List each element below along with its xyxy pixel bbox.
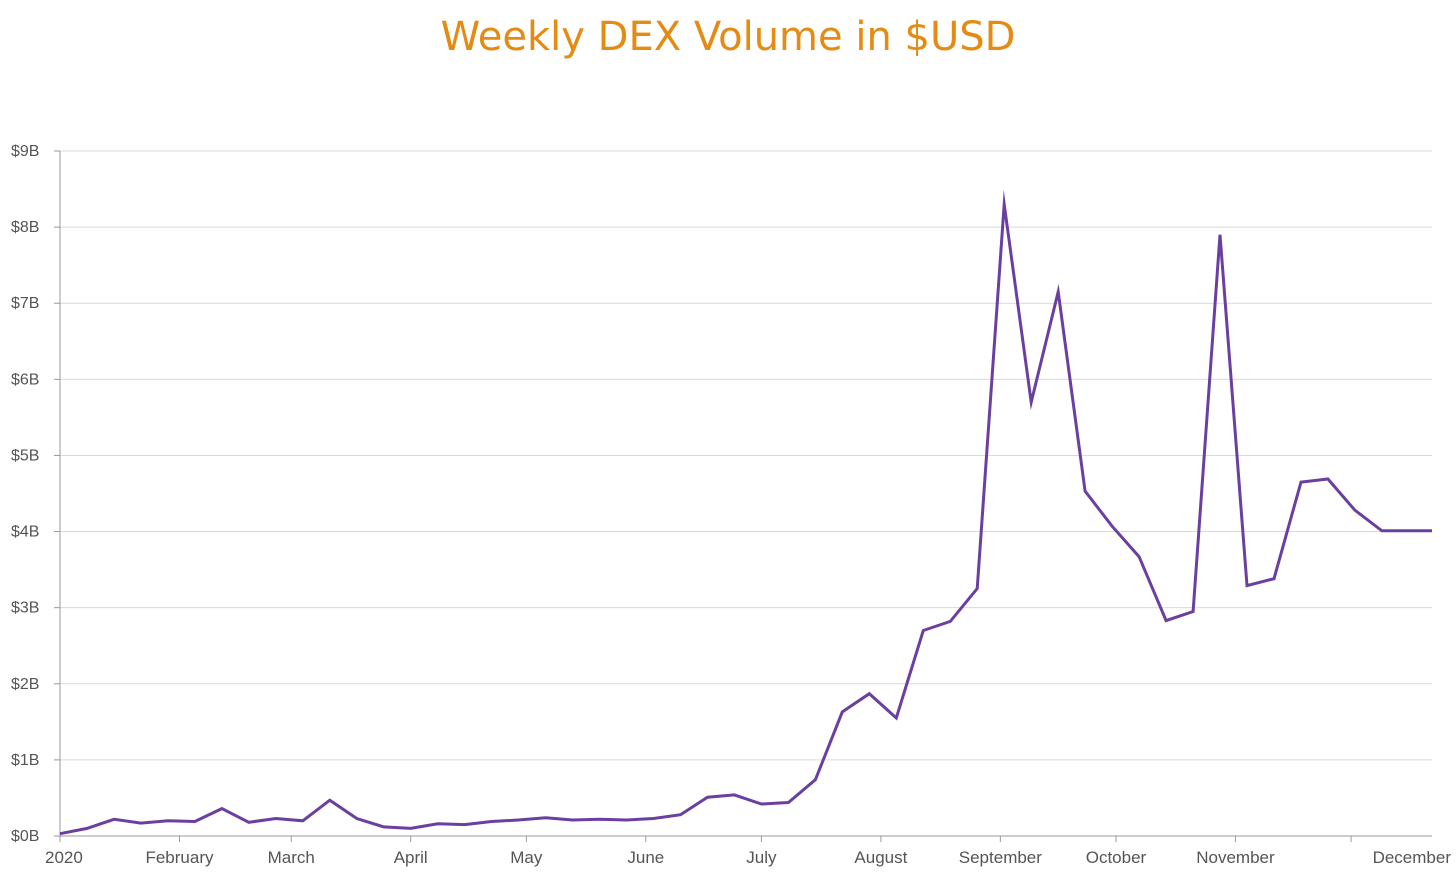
x-tick-label: May xyxy=(510,848,543,867)
x-tick-label: December xyxy=(1373,848,1452,867)
y-tick-label: $7B xyxy=(11,295,39,312)
x-tick-label: October xyxy=(1086,848,1147,867)
x-tick-label: 2020 xyxy=(45,848,83,867)
x-tick-label: August xyxy=(854,848,907,867)
y-tick-label: $9B xyxy=(11,143,39,160)
y-tick-label: $8B xyxy=(11,219,39,236)
series-layer xyxy=(59,189,1432,836)
y-tick-label: $2B xyxy=(11,676,39,693)
x-tick-label: April xyxy=(394,848,428,867)
y-tick-label: $5B xyxy=(11,447,39,464)
x-tick-label: March xyxy=(268,848,315,867)
axes xyxy=(54,150,1432,842)
y-tick-label: $3B xyxy=(11,600,39,617)
x-tick-label: February xyxy=(145,848,214,867)
x-tick-label: June xyxy=(627,848,664,867)
gridlines xyxy=(60,150,1432,761)
y-tick-label: $1B xyxy=(11,752,39,769)
chart-title: Weekly DEX Volume in $USD xyxy=(440,14,1016,60)
y-tick-label: $6B xyxy=(11,371,39,388)
series-line xyxy=(59,189,1432,836)
y-tick-label: $0B xyxy=(11,828,39,845)
tick-labels: $0B $1B $2B $3B $4B $5B $6B $7B $8B $9B 2020 Februa… xyxy=(11,143,1451,867)
x-tick-label: July xyxy=(746,848,777,867)
x-tick-label: November xyxy=(1196,848,1275,867)
x-tick-label: September xyxy=(959,848,1042,867)
y-tick-label: $4B xyxy=(11,524,39,541)
